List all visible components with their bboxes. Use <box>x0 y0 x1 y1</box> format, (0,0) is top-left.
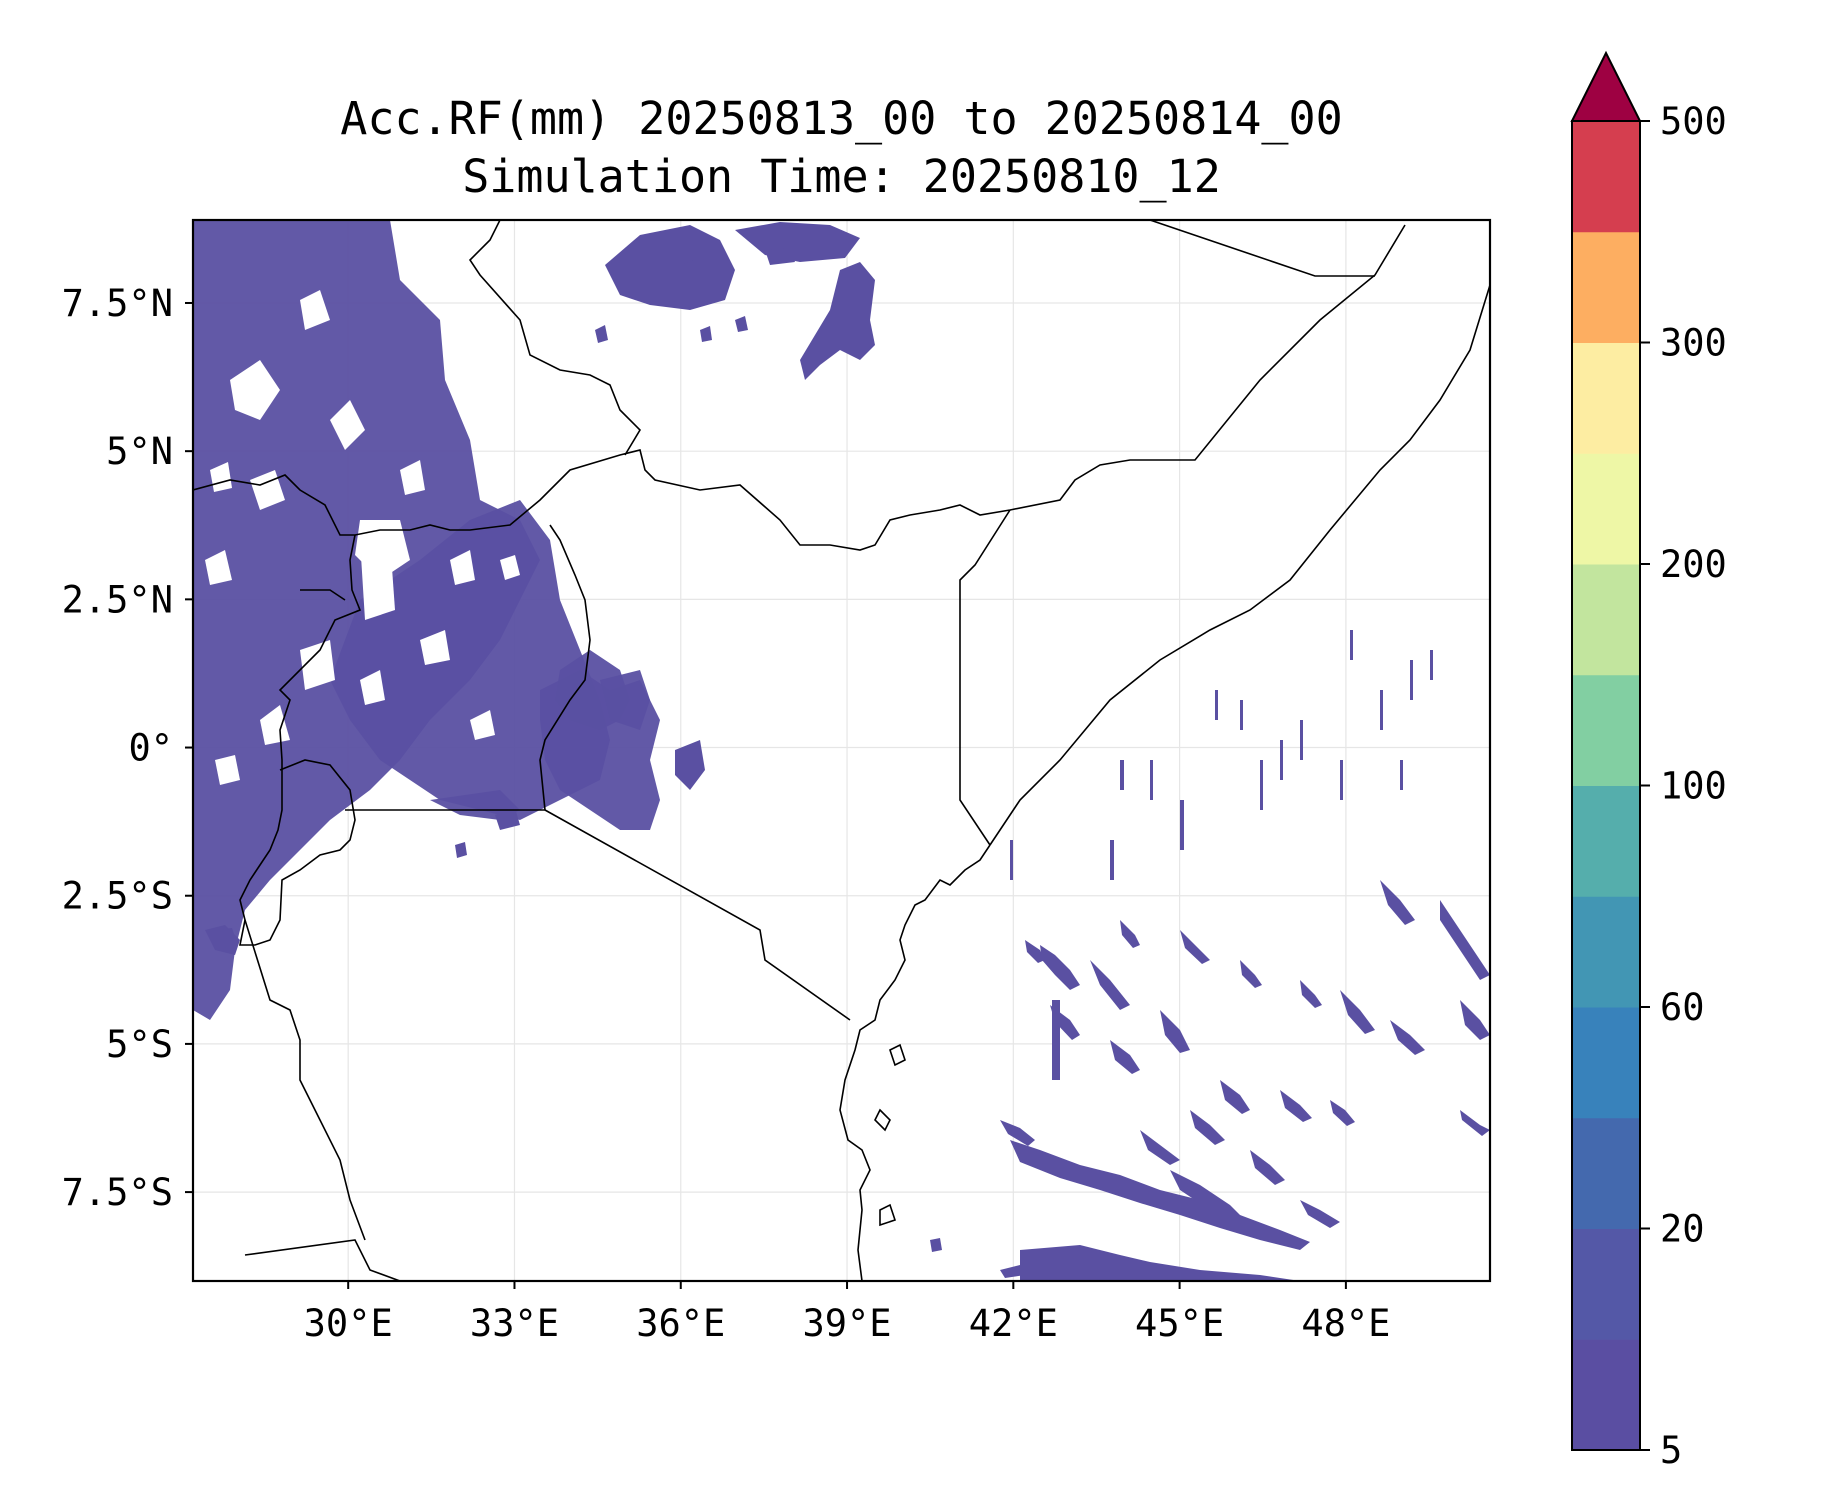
colorbar-segment <box>1572 1117 1640 1229</box>
colorbar-tick-label: 200 <box>1660 543 1727 586</box>
colorbar-tick-label: 60 <box>1660 986 1705 1029</box>
rain-region-north-central <box>595 222 875 380</box>
latitude-axis: 7.5°N 5°N 2.5°N 0° 2.5°S 5°S 7.5°S <box>62 282 193 1214</box>
colorbar-segment <box>1572 785 1640 897</box>
colorbar: 5 20 60 100 200 300 500 <box>1570 50 1727 1472</box>
colorbar-tick-label: 20 <box>1660 1208 1705 1251</box>
map-title: Acc.RF(mm) 20250813_00 to 20250814_00 <box>340 92 1343 145</box>
lat-tick-label: 5°N <box>106 430 173 473</box>
map-frame <box>191 218 1492 1283</box>
longitude-axis: 30°E 33°E 36°E 39°E 42°E 45°E 48°E <box>304 1281 1390 1345</box>
colorbar-segment <box>1572 121 1640 233</box>
lat-tick-label: 2.5°N <box>62 578 173 621</box>
lon-tick-label: 48°E <box>1301 1302 1390 1345</box>
lon-tick-label: 36°E <box>636 1302 725 1345</box>
colorbar-tick-label: 300 <box>1660 322 1727 365</box>
map-subtitle: Simulation Time: 20250810_12 <box>462 150 1221 203</box>
lat-tick-label: 5°S <box>106 1023 173 1066</box>
colorbar-segment <box>1572 674 1640 786</box>
lat-tick-label: 7.5°N <box>62 282 173 325</box>
rain-streaks-ocean <box>930 630 1490 1281</box>
colorbar-segment <box>1572 1228 1640 1340</box>
colorbar-segment <box>1572 1339 1640 1451</box>
lon-tick-label: 30°E <box>304 1302 393 1345</box>
rain-gaps-northwest <box>205 290 520 785</box>
colorbar-tick-label: 100 <box>1660 765 1727 808</box>
lat-tick-label: 2.5°S <box>62 875 173 918</box>
lon-tick-label: 45°E <box>1135 1302 1224 1345</box>
colorbar-segment <box>1572 896 1640 1008</box>
lat-tick-label: 0° <box>128 727 173 770</box>
colorbar-segment <box>1572 342 1640 454</box>
lon-tick-label: 42°E <box>969 1302 1058 1345</box>
colorbar-extend-arrow <box>1570 50 1642 122</box>
colorbar-tick-label: 5 <box>1660 1429 1682 1472</box>
colorbar-segment <box>1572 1007 1640 1119</box>
country-borders <box>193 220 1490 1281</box>
colorbar-tick-label: 500 <box>1660 100 1727 143</box>
colorbar-segment <box>1572 231 1640 343</box>
lat-tick-label: 7.5°S <box>62 1171 173 1214</box>
colorbar-segment <box>1572 564 1640 676</box>
lon-tick-label: 33°E <box>470 1302 559 1345</box>
colorbar-segment <box>1572 453 1640 565</box>
lon-tick-label: 39°E <box>802 1302 891 1345</box>
